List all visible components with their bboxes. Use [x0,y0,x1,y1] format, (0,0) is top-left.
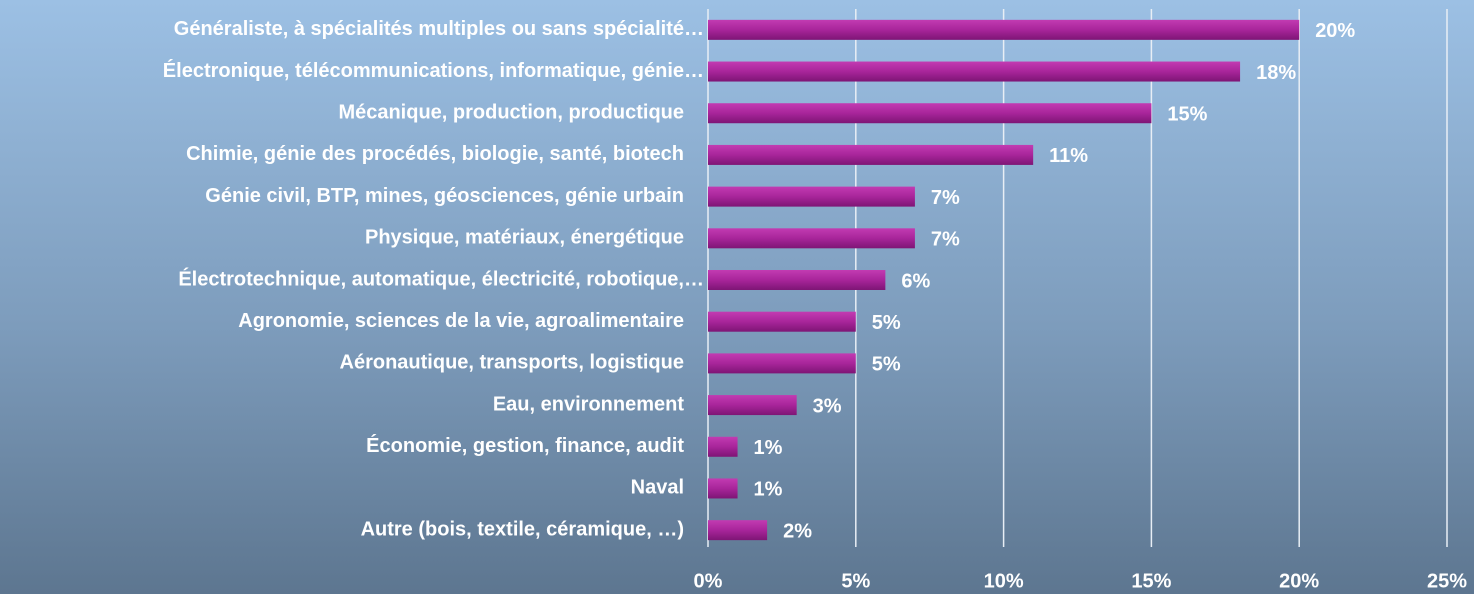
y-tick-label: Généraliste, à spécialités multiples ou … [174,18,704,40]
bar [708,311,856,332]
data-label: 7% [931,187,960,209]
bar [708,61,1241,82]
y-tick-label: Aéronautique, transports, logistique [340,352,684,374]
data-label: 1% [754,437,783,459]
data-label: 11% [1049,145,1088,167]
y-tick-label: Agronomie, sciences de la vie, agroalime… [238,310,684,332]
x-tick-label: 0% [694,570,723,592]
y-tick-label: Physique, matériaux, énergétique [365,227,684,249]
bar [708,19,1300,40]
bar [708,353,856,374]
x-tick-label: 10% [984,570,1024,592]
y-tick-label: Électrotechnique, automatique, électrici… [178,267,704,290]
bar [708,395,797,416]
y-tick-label: Économie, gestion, finance, audit [366,434,684,457]
bar [708,520,768,541]
bar [708,103,1152,124]
data-label: 1% [754,479,783,501]
y-tick-label: Mécanique, production, productique [338,102,684,124]
data-label: 2% [783,520,812,542]
bar [708,144,1034,165]
bar [708,270,886,290]
data-label: 6% [901,270,930,292]
data-label: 7% [931,229,960,251]
x-tick-label: 15% [1131,570,1171,592]
bar [708,436,738,457]
data-label: 15% [1167,104,1207,126]
y-tick-label: Eau, environnement [493,393,684,415]
data-label: 18% [1256,62,1296,84]
bar [708,186,915,207]
bar [708,228,915,249]
y-tick-label: Génie civil, BTP, mines, géosciences, gé… [205,185,684,207]
data-label: 20% [1315,20,1355,42]
x-tick-label: 25% [1427,570,1467,592]
x-tick-label: 5% [841,570,870,592]
data-label: 5% [872,312,901,334]
y-tick-label: Autre (bois, textile, céramique, …) [361,518,684,540]
y-tick-label: Naval [631,477,684,499]
bar [708,478,738,499]
y-tick-label: Chimie, génie des procédés, biologie, sa… [186,143,684,165]
data-label: 5% [872,354,901,376]
data-label: 3% [813,395,842,417]
x-tick-label: 20% [1279,570,1319,592]
y-tick-label: Électronique, télécommunications, inform… [163,59,704,82]
